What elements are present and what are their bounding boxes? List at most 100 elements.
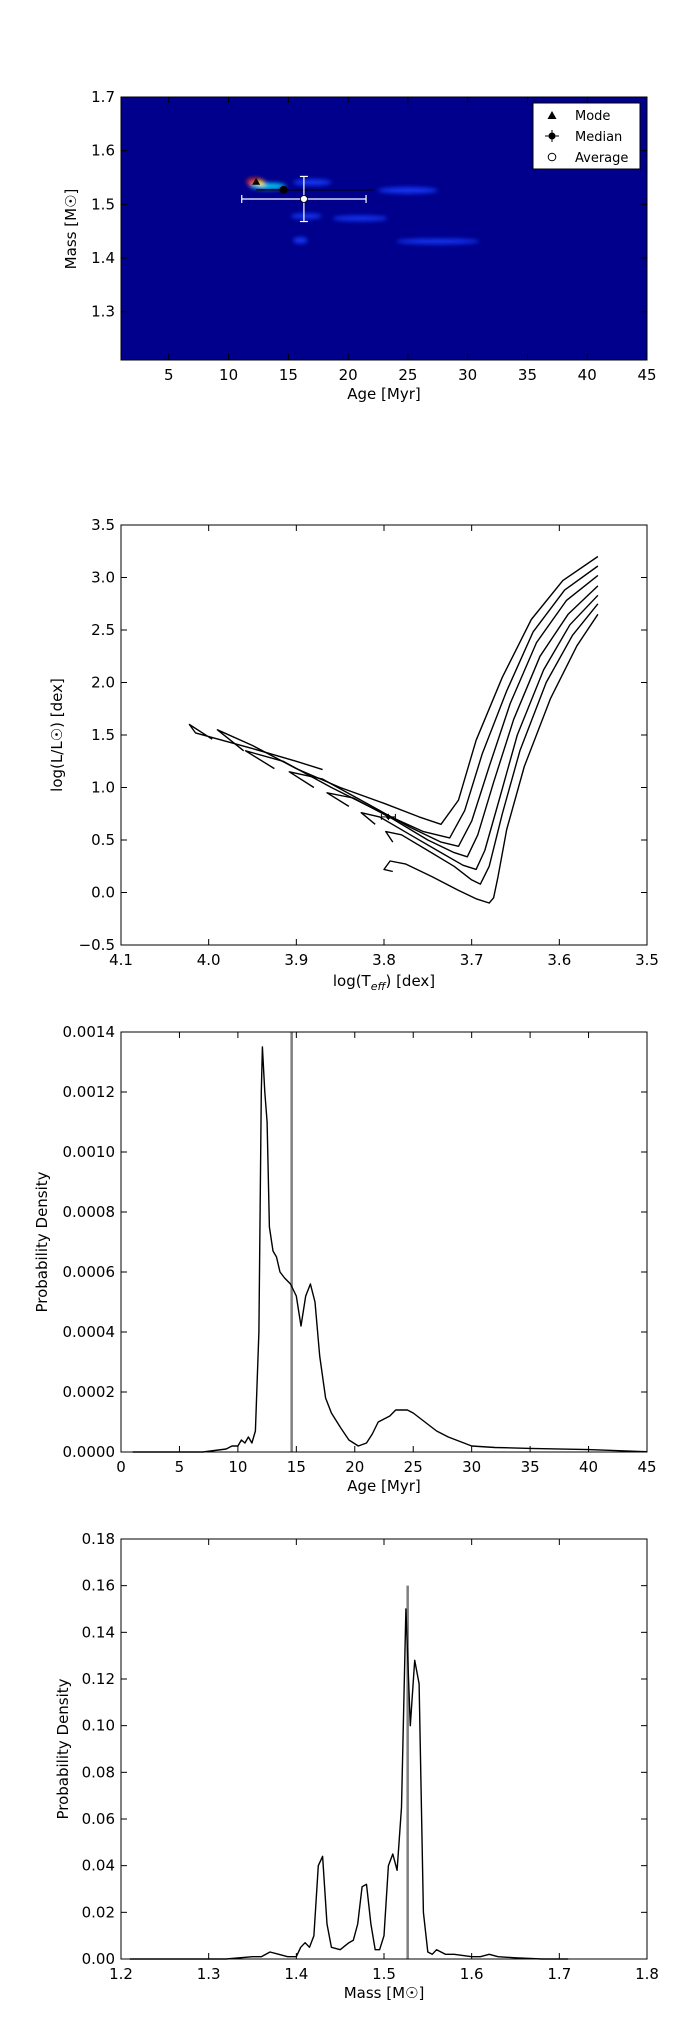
hr-x-tick-label: 3.6 — [547, 951, 571, 969]
mass-pdf-curve — [129, 1585, 569, 1960]
heatmap-x-tick-label: 5 — [164, 366, 174, 384]
heatmap-y-tick-label: 1.7 — [91, 88, 115, 106]
median-marker — [279, 185, 288, 194]
mass-pdf-y-tick-label: 0.12 — [82, 1670, 115, 1688]
age-pdf-x-tick-label: 20 — [345, 1458, 364, 1476]
mass-pdf-y-tick-label: 0.08 — [82, 1763, 115, 1781]
heatmap-frame — [120, 96, 648, 361]
star-marker — [386, 814, 391, 820]
hr-y-axis-label: log(L/L☉) [dex] — [48, 678, 66, 792]
mass-pdf-x-tick-label: 1.8 — [635, 1965, 659, 1983]
age-pdf-curve — [132, 1032, 648, 1453]
star-data-point — [380, 813, 396, 821]
hr-plot-area — [121, 525, 647, 945]
age-pdf-y-tick-label: 0.0004 — [63, 1323, 116, 1341]
mass-pdf-y-tick-label: 0.14 — [82, 1623, 115, 1641]
mass-pdf-x-tick-label: 1.5 — [372, 1965, 396, 1983]
age-pdf-x-tick-label: 25 — [404, 1458, 423, 1476]
heatmap-x-tick-label: 30 — [458, 366, 477, 384]
heatmap-y-axis-label: Mass [M☉] — [62, 189, 80, 270]
age-pdf-y-tick-label: 0.0010 — [63, 1143, 116, 1161]
age-pdf-x-tick-label: 15 — [287, 1458, 306, 1476]
mass-pdf-x-tick-label: 1.4 — [284, 1965, 308, 1983]
hr-x-tick-label: 3.7 — [460, 951, 484, 969]
hr-x-tick-label: 4.0 — [197, 951, 221, 969]
hr-y-tick-label: 1.0 — [91, 779, 115, 797]
isochrone-line — [288, 574, 599, 847]
age-pdf-y-tick-label: 0.0008 — [63, 1203, 116, 1221]
mass-pdf-x-tick-label: 1.3 — [197, 1965, 221, 1983]
hr-y-tick-label: −0.5 — [79, 936, 115, 954]
mass-pdf-y-tick-label: 0.00 — [82, 1950, 115, 1968]
age-pdf-y-tick-label: 0.0014 — [63, 1023, 116, 1041]
hr-x-axis-subscript: eff — [371, 980, 387, 993]
mass-pdf-plot-area — [121, 1539, 647, 1959]
mass-pdf-y-tick-label: 0.18 — [82, 1530, 115, 1548]
age-pdf-frame — [120, 1031, 648, 1453]
heatmap-blob — [395, 238, 480, 245]
hr-x-tick-label: 3.8 — [372, 951, 396, 969]
heatmap-y-tick-label: 1.3 — [91, 303, 115, 321]
legend-average-label: Average — [575, 151, 628, 166]
age-pdf-line — [132, 1046, 648, 1453]
legend-median-label: Median — [575, 130, 622, 145]
mass-pdf-y-tick-label: 0.02 — [82, 1903, 115, 1921]
mass-pdf-panel: 1.2 1.3 1.4 1.5 1.6 1.7 1.8 0.00 0.02 0.04 0.06 0.0… — [54, 1530, 659, 2002]
heatmap-x-tick-label: 45 — [637, 366, 656, 384]
age-pdf-y-tick-label: 0.0000 — [63, 1443, 116, 1461]
heatmap-y-tick-label: 1.4 — [91, 249, 115, 267]
hr-y-tick-label: 3.0 — [91, 569, 115, 587]
median-marker-icon — [548, 132, 556, 140]
age-pdf-x-tick-label: 0 — [116, 1458, 126, 1476]
mode-marker — [252, 177, 261, 185]
hr-y-tick-label: 0.0 — [91, 884, 115, 902]
heatmap-blob — [378, 187, 438, 194]
legend-mode-label: Mode — [575, 109, 610, 124]
hr-x-tick-label: 4.1 — [109, 951, 133, 969]
mass-pdf-ticks: 1.2 1.3 1.4 1.5 1.6 1.7 1.8 0.00 0.02 0.04 0.06 0.0… — [82, 1530, 659, 1983]
mass-pdf-x-tick-label: 1.2 — [109, 1965, 133, 1983]
age-pdf-plot-area — [121, 1032, 647, 1452]
mass-pdf-y-tick-label: 0.10 — [82, 1717, 115, 1735]
isochrone-line — [216, 555, 599, 825]
age-pdf-x-axis-label: Age [Myr] — [347, 1477, 420, 1495]
age-pdf-y-tick-label: 0.0006 — [63, 1263, 116, 1281]
mass-pdf-y-tick-label: 0.04 — [82, 1857, 115, 1875]
heatmap-blob — [293, 179, 332, 186]
age-pdf-x-tick-label: 40 — [579, 1458, 598, 1476]
heatmap-x-tick-label: 35 — [518, 366, 537, 384]
isochrone-lines — [188, 555, 599, 904]
age-pdf-panel: 0 5 10 15 20 25 30 35 40 45 0.0000 0.0002 0.0004 0.00… — [33, 1023, 657, 1495]
average-marker — [300, 195, 308, 203]
age-pdf-x-tick-label: 10 — [228, 1458, 247, 1476]
hr-y-tick-label: 2.0 — [91, 674, 115, 692]
hr-diagram-panel: 4.1 4.0 3.9 3.8 3.7 3.6 3.5 −0.5 0.0 0.5 1.0 1.5 2.0… — [48, 516, 659, 993]
mass-pdf-y-axis-label: Probability Density — [54, 1678, 72, 1819]
heatmap-x-tick-label: 10 — [219, 366, 238, 384]
hr-x-tick-label: 3.9 — [284, 951, 308, 969]
age-pdf-x-tick-label: 35 — [521, 1458, 540, 1476]
hr-x-tick-label: 3.5 — [635, 951, 659, 969]
age-pdf-ticks: 0 5 10 15 20 25 30 35 40 45 0.0000 0.0002 0.0004 0.00… — [63, 1023, 657, 1476]
heatmap-x-tick-label: 20 — [339, 366, 358, 384]
mass-pdf-line — [129, 1608, 569, 1960]
heatmap-ticks: 5 10 15 20 25 30 35 40 45 1.3 1.4 1.5 1.6 1.7 — [91, 88, 656, 384]
mode-marker-icon — [547, 111, 557, 119]
heatmap-x-tick-label: 15 — [279, 366, 298, 384]
isochrone-line — [385, 603, 599, 885]
average-marker-icon — [547, 152, 557, 162]
hr-y-tick-label: 2.5 — [91, 621, 115, 639]
heatmap-x-axis-label: Age [Myr] — [347, 385, 420, 403]
hr-x-axis-label: log(Teff) [dex] — [333, 972, 435, 993]
age-pdf-y-tick-label: 0.0012 — [63, 1083, 116, 1101]
heatmap-blob — [290, 213, 322, 219]
heatmap-x-tick-label: 40 — [578, 366, 597, 384]
hr-x-axis-unit: ) [dex] — [385, 972, 435, 990]
age-pdf-y-tick-label: 0.0002 — [63, 1383, 116, 1401]
heatmap-y-tick-label: 1.5 — [91, 195, 115, 213]
mass-pdf-x-tick-label: 1.7 — [547, 1965, 571, 1983]
heatmap-y-tick-label: 1.6 — [91, 142, 115, 160]
hr-ticks: 4.1 4.0 3.9 3.8 3.7 3.6 3.5 −0.5 0.0 0.5 1.0 1.5 2.0… — [79, 516, 659, 969]
hr-y-tick-label: 3.5 — [91, 516, 115, 534]
